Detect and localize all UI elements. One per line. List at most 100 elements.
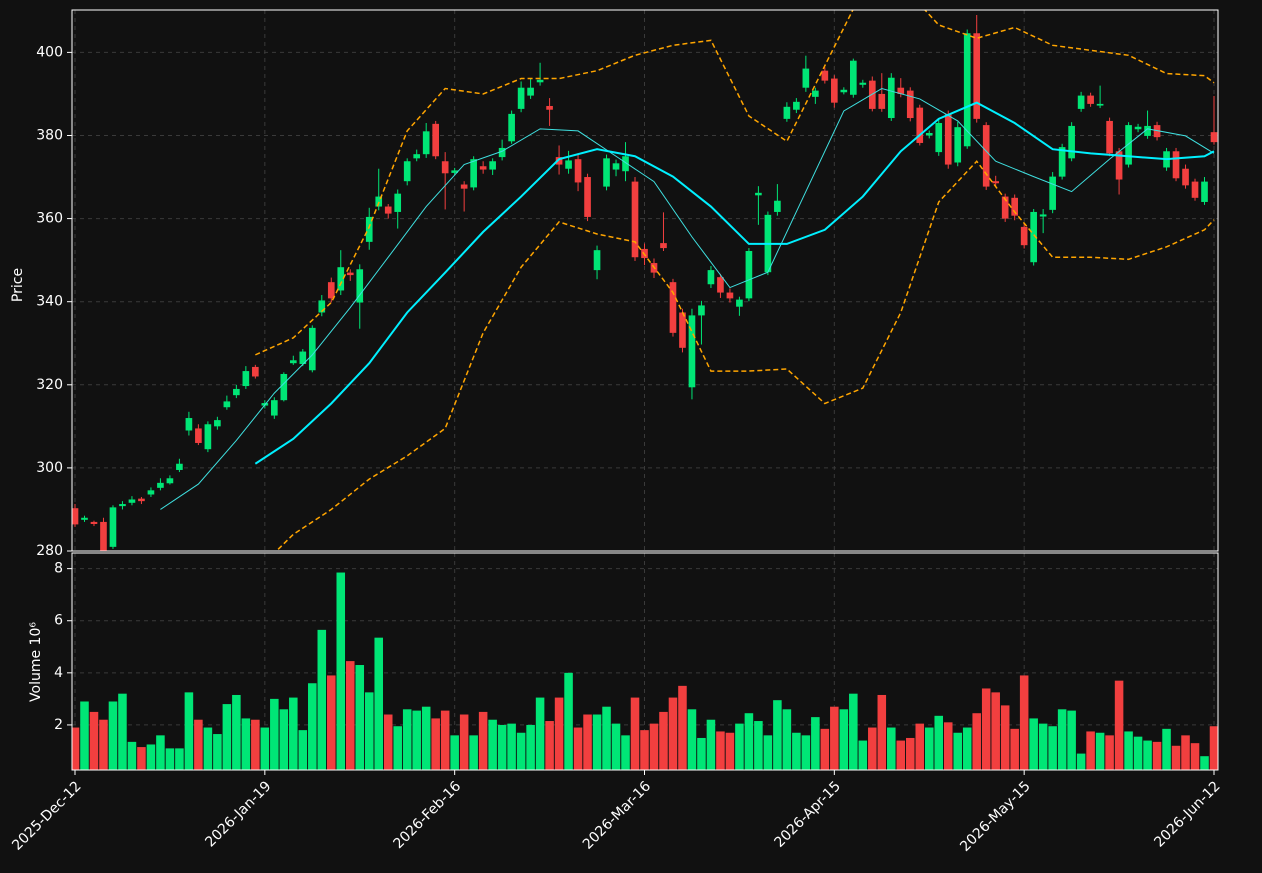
candle-body [897, 87, 905, 94]
candle-body [679, 312, 686, 348]
volume-bar [327, 675, 336, 770]
candle-body [935, 123, 943, 153]
candle-body [736, 299, 743, 307]
candle-body [1134, 126, 1142, 130]
volume-bar [1000, 705, 1010, 770]
volume-bar [1200, 756, 1209, 770]
candle-body [470, 159, 477, 188]
x-tick-label: 2026-May-15 [957, 778, 1034, 855]
volume-bar [99, 719, 108, 770]
candle-body [1087, 95, 1094, 104]
x-tick-label: 2026-Feb-16 [391, 778, 465, 852]
candle-body [527, 87, 534, 96]
volume-bar [1086, 731, 1095, 770]
candle-body [109, 507, 117, 547]
volume-bar [127, 741, 137, 770]
candle-body [375, 196, 383, 207]
volume-axis-label: Volume 10⁶ [28, 622, 44, 702]
volume-bar [706, 719, 716, 770]
volume-bar [1133, 736, 1143, 770]
candle-body [422, 131, 430, 155]
candle-body [622, 156, 629, 172]
volume-bar [317, 629, 327, 770]
volume-bar [1010, 728, 1019, 770]
volume-bar [801, 735, 811, 770]
volume-bar [1057, 709, 1067, 770]
y-tick-label: 300 [36, 460, 63, 476]
indicator-line [160, 87, 1215, 510]
volume-bar [659, 711, 668, 770]
volume-bar [972, 713, 981, 770]
volume-bar [308, 683, 317, 770]
candle-body [916, 107, 924, 143]
volume-bar [194, 719, 203, 770]
candle-body [489, 161, 496, 170]
x-tick-label: 2025-Dec-12 [9, 778, 84, 853]
volume-bar [744, 713, 754, 770]
candle-body [318, 300, 326, 313]
x-tick-label: 2026-Jan-19 [202, 778, 274, 850]
candle-body [384, 206, 392, 214]
volume-bar [773, 700, 782, 770]
candle-body [327, 282, 335, 299]
volume-bar [981, 688, 991, 770]
volume-bar [383, 714, 393, 770]
volume-bar [1152, 741, 1162, 770]
volume-bar [962, 727, 972, 770]
volume-bar [811, 717, 820, 770]
candle-body [603, 158, 610, 187]
candle-body [119, 504, 126, 507]
y2-tick-label: 6 [54, 613, 63, 629]
volume-bar [905, 737, 915, 770]
volume-bar [336, 572, 346, 770]
candle-body [1068, 125, 1075, 159]
volume-bar [697, 737, 706, 770]
candle-body [413, 154, 421, 159]
candle-body [81, 517, 88, 520]
candle-body [233, 388, 240, 396]
y-tick-label: 320 [36, 377, 63, 393]
candle-body [498, 147, 506, 158]
volume-bar [450, 735, 459, 770]
candle-body [280, 373, 288, 401]
volume-bar [820, 728, 830, 770]
volume-bar [1190, 743, 1200, 770]
candle-body [185, 418, 193, 431]
candle-body [394, 193, 402, 212]
candle-body [868, 80, 876, 109]
volume-bar [953, 732, 962, 770]
candle-body [365, 216, 373, 242]
volume-bar [1209, 726, 1218, 770]
candle-body [214, 420, 221, 427]
volume-bar [640, 730, 649, 770]
candle-body [1125, 125, 1132, 165]
candle-body [546, 105, 553, 110]
volume-bar [668, 697, 678, 770]
volume-bar [1076, 753, 1086, 770]
volume-bar [592, 714, 602, 770]
volume-bar [763, 735, 773, 770]
volume-bar [270, 698, 279, 770]
candle-body [973, 33, 981, 119]
candle-body [954, 127, 962, 163]
volume-bar [526, 724, 535, 770]
volume-bar [469, 735, 478, 770]
candle-body [755, 192, 762, 196]
candle-body [128, 499, 136, 503]
y-tick-label: 380 [36, 127, 63, 143]
candle-body [289, 360, 297, 364]
candle-body [1210, 132, 1218, 143]
volume-bar [1048, 726, 1057, 770]
candle-body [195, 428, 202, 443]
candle-body [517, 87, 525, 109]
candle-body [992, 181, 1000, 184]
volume-bar [72, 727, 80, 770]
volume-bar [535, 697, 545, 770]
volume-bar [611, 723, 621, 770]
candle-body [346, 272, 354, 276]
candle-body [1153, 125, 1161, 138]
y2-tick-label: 8 [54, 561, 63, 577]
candle-body [403, 161, 411, 182]
candle-body [432, 123, 440, 157]
